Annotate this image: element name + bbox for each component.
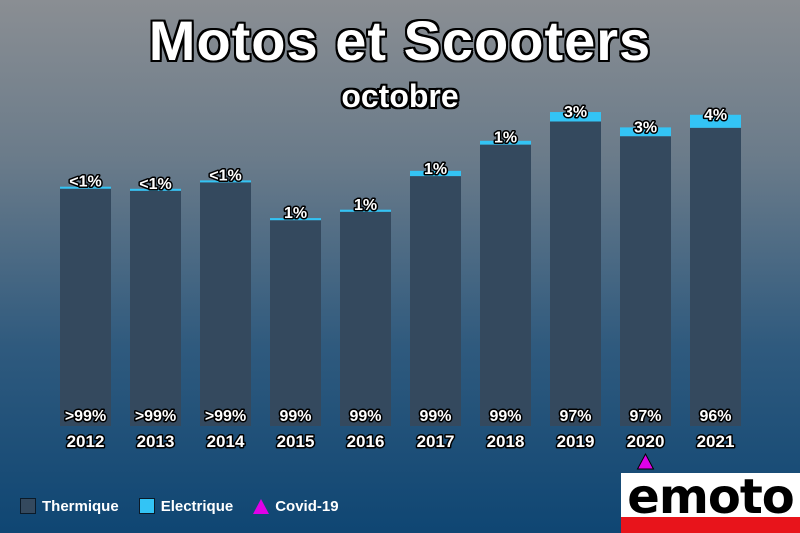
bar-electrique <box>410 170 461 177</box>
legend-label-electrique: Electrique <box>160 497 234 515</box>
data-label-thermique: >99% <box>135 408 176 425</box>
data-label-electrique: 4% <box>704 107 727 124</box>
data-label-electrique: 1% <box>354 197 377 214</box>
bar-electrique <box>270 218 321 221</box>
legend-swatch-thermique <box>20 498 36 514</box>
emoto-logo: emoto <box>621 473 800 533</box>
legend-swatch-electrique <box>138 498 155 514</box>
bar-electrique <box>200 180 251 183</box>
chart-subtitle: octobre <box>341 78 459 114</box>
x-tick-label: 2016 <box>347 432 385 451</box>
data-label-thermique: 97% <box>629 408 661 425</box>
bar-thermique <box>270 220 321 426</box>
data-label-electrique: 3% <box>564 104 587 121</box>
legend-label-thermique: Thermique <box>42 497 119 515</box>
covid-triangle-icon <box>253 498 270 514</box>
x-tick-label: 2019 <box>557 432 595 451</box>
legend: Thermique Electrique Covid-19 <box>20 496 339 516</box>
bar-electrique <box>690 114 741 128</box>
data-label-electrique: 1% <box>284 205 307 222</box>
bar-thermique <box>60 188 111 426</box>
bar-electrique <box>340 209 391 212</box>
data-label-electrique: <1% <box>139 176 171 193</box>
legend-label-covid: Covid-19 <box>275 497 339 515</box>
legend-item-thermique: Thermique <box>20 498 119 515</box>
data-label-thermique: 99% <box>279 408 311 425</box>
bar-electrique <box>60 186 111 189</box>
bar-thermique <box>340 211 391 426</box>
bar-thermique <box>410 176 461 426</box>
x-tick-label: 2014 <box>207 432 245 451</box>
data-label-electrique: 1% <box>424 161 447 178</box>
bar-electrique <box>620 127 671 137</box>
x-tick-label: 2013 <box>137 432 175 451</box>
bar-thermique <box>690 127 741 427</box>
bar-electrique <box>130 188 181 191</box>
x-tick-label: 2017 <box>417 432 455 451</box>
data-label-thermique: 99% <box>419 408 451 425</box>
chart-title: Motos et Scooters <box>148 9 652 72</box>
x-tick-label: 2018 <box>487 432 525 451</box>
x-tick-label: 2020 <box>627 432 665 451</box>
data-label-electrique: <1% <box>69 174 101 191</box>
data-label-thermique: 97% <box>559 408 591 425</box>
bar-thermique <box>550 121 601 426</box>
legend-item-electrique: Electrique <box>138 497 234 515</box>
bar-electrique <box>550 112 601 122</box>
bar-thermique <box>130 190 181 426</box>
legend-item-covid: Covid-19 <box>253 497 339 515</box>
data-label-thermique: 99% <box>349 408 381 425</box>
x-tick-label: 2021 <box>697 432 735 451</box>
bar-thermique <box>480 144 531 426</box>
bar-thermique <box>200 182 251 426</box>
bar-electrique <box>480 140 531 145</box>
data-label-thermique: 96% <box>699 408 731 425</box>
data-label-thermique: >99% <box>205 408 246 425</box>
data-label-thermique: 99% <box>489 408 521 425</box>
x-tick-label: 2012 <box>67 432 105 451</box>
covid-marker <box>636 452 655 470</box>
logo-red-bar <box>621 517 800 533</box>
bar-thermique <box>620 136 671 426</box>
data-label-thermique: >99% <box>65 408 106 425</box>
data-label-electrique: <1% <box>209 167 241 184</box>
logo-text: emoto <box>627 473 794 525</box>
data-label-electrique: 1% <box>494 130 517 147</box>
x-tick-label: 2015 <box>277 432 315 451</box>
data-label-electrique: 3% <box>634 119 657 136</box>
